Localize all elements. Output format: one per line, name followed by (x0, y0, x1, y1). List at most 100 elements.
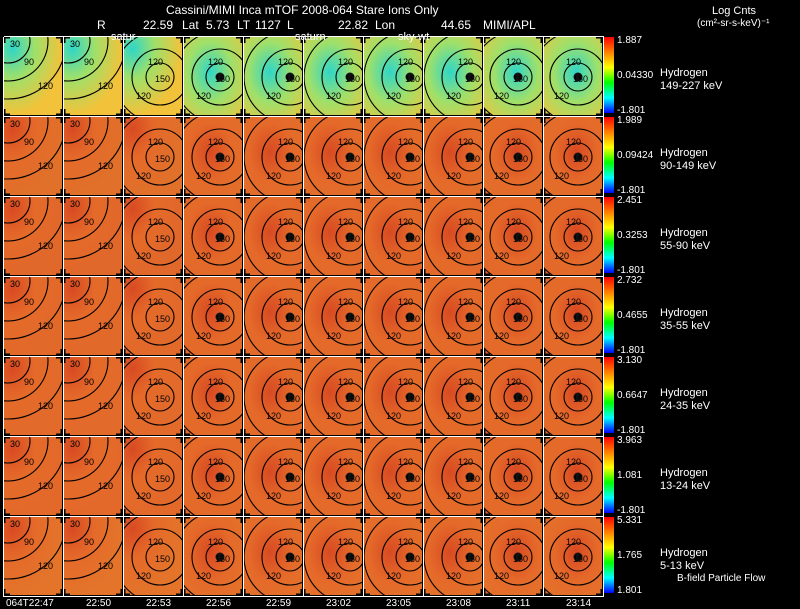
time-tick-label: 23:02 (326, 598, 352, 609)
contour-label: 120 (98, 241, 113, 251)
contour-label: 150 (215, 314, 230, 324)
image-grid: 30 90 120 30 90 120 120 150 120 120 150 120 120 150 12… (3, 36, 604, 597)
time-tick-label: 22:59 (266, 598, 292, 609)
colorbar-mid: 0.6647 (617, 390, 648, 401)
contour-label: 120 (196, 411, 211, 421)
planet-marker (215, 152, 225, 162)
image-cell: 120 150 120 (244, 437, 302, 515)
units-line1: Log Cnts (712, 5, 757, 17)
contour-label: 150 (465, 554, 480, 564)
grid-line (543, 37, 544, 597)
planet-marker (345, 312, 355, 322)
planet-marker (405, 392, 415, 402)
contour-label: 120 (554, 491, 569, 501)
time-tick-label: 22:53 (146, 598, 172, 609)
contour-label: 150 (465, 394, 480, 404)
planet-marker (345, 552, 355, 562)
planet-marker (405, 72, 415, 82)
contour-label: 120 (38, 401, 53, 411)
contour-label: 150 (285, 394, 300, 404)
image-cell: 120 150 120 (304, 37, 362, 115)
contour-label: 120 (446, 411, 461, 421)
colorbar-mid: 0.04330 (617, 70, 654, 81)
planet-marker (465, 72, 475, 82)
grid-line (363, 37, 364, 597)
contour-label: 120 (566, 57, 581, 67)
contour-label: 30 (70, 279, 80, 289)
planet-marker (465, 392, 475, 402)
contour-label: 120 (386, 491, 401, 501)
contour-label: 120 (494, 171, 509, 181)
planet-marker (345, 72, 355, 82)
planet-marker (573, 72, 583, 82)
contour-label: 120 (136, 491, 151, 501)
contour-label: 150 (345, 554, 360, 564)
contour-label: 120 (196, 331, 211, 341)
contour-label: 150 (405, 154, 420, 164)
contour-label: 150 (513, 234, 528, 244)
planet-marker (513, 472, 523, 482)
colorbar-max: 2.732 (617, 275, 643, 286)
planet-marker (465, 472, 475, 482)
contour-label: 120 (494, 331, 509, 341)
r-value: 22.59 (143, 18, 174, 32)
planet-marker (405, 552, 415, 562)
contour-label: 120 (38, 321, 53, 331)
contour-label: 150 (215, 554, 230, 564)
contour-label: 150 (215, 154, 230, 164)
contour-label: 90 (24, 537, 34, 547)
contour-label: 120 (136, 331, 151, 341)
planet-marker (405, 232, 415, 242)
contour-label: 120 (338, 377, 353, 387)
colorbar-max: 2.451 (617, 195, 643, 206)
grid-line (4, 276, 604, 277)
channel-label: Hydrogen 90-149 keV (660, 147, 717, 172)
image-cell: 120 150 120 (424, 437, 482, 515)
contour-label: 120 (148, 457, 163, 467)
colorbar-max: 5.331 (617, 515, 643, 526)
colorbar-mid: 0.4655 (617, 310, 648, 321)
contour-label: 150 (285, 154, 300, 164)
planet-marker (513, 152, 523, 162)
contour-label: 150 (345, 394, 360, 404)
contour-label: 150 (155, 394, 170, 404)
scene-label-saturn: saturn (295, 31, 326, 43)
grid-line (603, 37, 604, 597)
planet-marker (215, 232, 225, 242)
contour-label: 120 (494, 571, 509, 581)
grid-line (4, 436, 604, 437)
grid-line (423, 37, 424, 597)
contour-label: 150 (345, 234, 360, 244)
image-cell: 120 150 120 (184, 357, 242, 435)
contour-label: 120 (398, 217, 413, 227)
contour-label: 120 (38, 561, 53, 571)
contour-label: 150 (405, 474, 420, 484)
image-cell: 30 90 120 (64, 357, 122, 435)
contour-label: 120 (506, 137, 521, 147)
contour-label: 120 (148, 57, 163, 67)
colorbar (604, 37, 614, 113)
contour-label: 150 (573, 74, 588, 84)
contour-label: 120 (278, 457, 293, 467)
planet-marker (285, 152, 295, 162)
image-cell: 120 150 120 (484, 37, 542, 115)
contour-label: 90 (24, 297, 34, 307)
contour-label: 120 (566, 297, 581, 307)
contour-label: 90 (24, 57, 34, 67)
contour-label: 30 (70, 359, 80, 369)
colorbar-max: 3.963 (617, 435, 643, 446)
image-cell: 30 90 120 (4, 357, 62, 435)
lat-value: 5.73 (206, 18, 230, 32)
contour-label: 150 (405, 394, 420, 404)
image-cell: 30 90 120 (64, 517, 122, 595)
contour-label: 120 (446, 251, 461, 261)
contour-label: 150 (155, 474, 170, 484)
contour-label: 120 (266, 491, 281, 501)
contour-label: 120 (398, 297, 413, 307)
image-cell: 120 150 120 (484, 277, 542, 355)
image-cell: 120 150 120 (364, 357, 422, 435)
grid-line (4, 596, 604, 597)
contour-label: 120 (494, 491, 509, 501)
contour-label: 120 (554, 331, 569, 341)
image-cell: 120 150 120 (364, 517, 422, 595)
